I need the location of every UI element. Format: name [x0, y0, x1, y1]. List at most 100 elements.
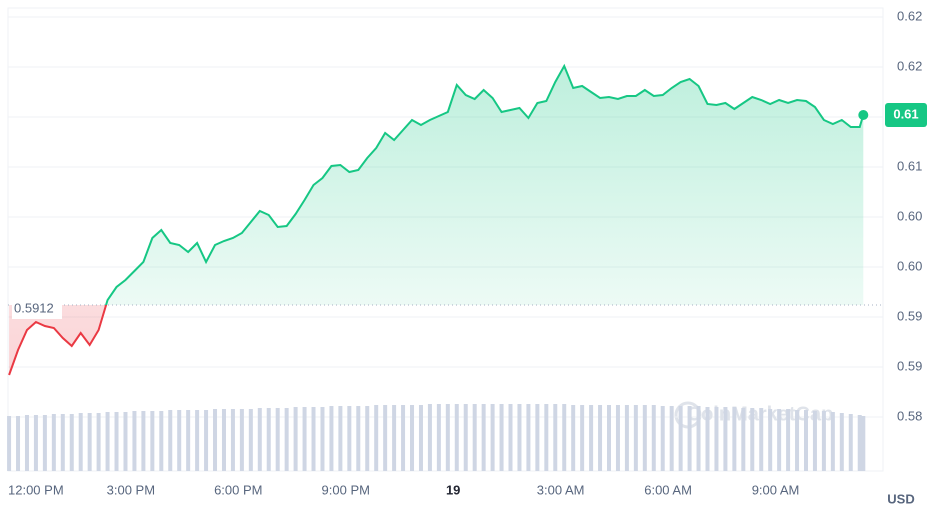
volume-bar — [624, 405, 629, 471]
volume-bar — [195, 410, 200, 471]
volume-bar — [123, 412, 128, 471]
price-line-up — [105, 63, 865, 305]
volume-bar — [311, 407, 316, 471]
volume-bar — [598, 405, 603, 471]
volume-bar — [454, 404, 459, 471]
volume-bar — [714, 407, 719, 471]
reference-label-bg — [12, 303, 62, 319]
volume-bar — [490, 404, 495, 471]
volume-bar — [16, 416, 21, 471]
volume-bar — [257, 408, 262, 471]
volume-bar — [69, 414, 74, 471]
volume-bar — [374, 405, 379, 471]
current-price-badge — [885, 103, 927, 127]
volume-bar — [499, 404, 504, 471]
volume-bar — [87, 413, 92, 471]
volume-bar — [177, 410, 182, 471]
area-down — [9, 305, 864, 375]
volume-bar — [78, 413, 83, 471]
volume-bar — [221, 409, 226, 471]
y-tick-label: 0.62 — [897, 8, 922, 23]
y-tick-label: 0.60 — [897, 208, 922, 223]
volume-bar — [660, 406, 665, 471]
volume-bar — [159, 411, 164, 471]
volume-bar — [418, 405, 423, 471]
current-price-label: 0.61 — [893, 106, 918, 121]
y-tick-label: 0.61 — [897, 158, 922, 173]
volume-bar — [848, 414, 853, 471]
volume-bar — [812, 411, 817, 471]
volume-bar — [759, 408, 764, 471]
volume-bar — [436, 404, 441, 471]
volume-bar — [580, 405, 585, 471]
volume-bar — [741, 408, 746, 471]
volume-bar — [830, 412, 835, 471]
volume-bar — [526, 404, 531, 471]
plot-frame — [7, 7, 884, 472]
volume-bar — [571, 405, 576, 471]
volume-bar — [365, 406, 370, 471]
volume-bar — [696, 406, 701, 471]
volume-bar — [33, 415, 38, 471]
volume-bar — [204, 410, 209, 471]
x-tick-label: 6:00 AM — [644, 482, 692, 497]
volume-bar — [517, 404, 522, 471]
x-tick-label: 9:00 AM — [752, 482, 800, 497]
volume-bar — [132, 411, 137, 471]
volume-bar — [266, 408, 271, 471]
volume-bar — [723, 407, 728, 471]
volume-bar — [562, 404, 567, 471]
volume-bar — [768, 409, 773, 471]
area-up — [9, 66, 864, 305]
x-tick-label: 19 — [446, 482, 460, 497]
volume-bar — [293, 407, 298, 471]
volume-bar — [410, 405, 415, 471]
volume-bar — [141, 411, 146, 471]
volume-bar — [105, 412, 110, 471]
last-point — [858, 110, 869, 120]
volume-bar — [230, 409, 235, 471]
reference-label: 0.5912 — [14, 300, 54, 315]
volume-bar — [275, 408, 280, 471]
volume-bar — [750, 408, 755, 471]
volume-bar — [248, 409, 253, 471]
volume-bar — [687, 406, 692, 471]
volume-bar — [472, 404, 477, 471]
volume-bar — [392, 405, 397, 471]
volume-bar — [821, 411, 826, 471]
y-tick-label: 0.59 — [897, 358, 922, 373]
volume-bar — [786, 409, 791, 471]
x-tick-label: 9:00 PM — [322, 482, 370, 497]
volume-bar — [51, 414, 56, 471]
volume-bar — [239, 409, 244, 471]
volume-bar — [803, 410, 808, 471]
volume-bar — [857, 415, 862, 471]
volume-bar — [168, 410, 173, 471]
volume-bar — [320, 407, 325, 471]
y-tick-label: 0.58 — [897, 408, 922, 423]
volume-bar — [7, 416, 12, 471]
volume-bar — [114, 412, 119, 471]
volume-bar — [607, 405, 612, 471]
volume-bar — [401, 405, 406, 471]
volume-bar — [213, 409, 218, 471]
x-tick-label: 12:00 PM — [8, 482, 64, 497]
volume-bar — [678, 406, 683, 471]
volume-bar — [481, 404, 486, 471]
x-tick-label: 3:00 PM — [107, 482, 155, 497]
x-tick-label: 6:00 PM — [214, 482, 262, 497]
volume-bar — [705, 407, 710, 471]
volume-bar — [651, 405, 656, 471]
volume-bar — [669, 406, 674, 471]
volume-bar — [24, 415, 29, 471]
volume-bar — [284, 408, 289, 471]
y-tick-label: 0.62 — [897, 58, 922, 73]
volume-bar — [508, 404, 513, 471]
volume-bar — [96, 413, 101, 471]
volume-bar — [445, 404, 450, 471]
volume-bar — [329, 406, 334, 471]
volume-bar — [589, 405, 594, 471]
volume-bar — [42, 415, 47, 471]
volume-bar — [347, 406, 352, 471]
